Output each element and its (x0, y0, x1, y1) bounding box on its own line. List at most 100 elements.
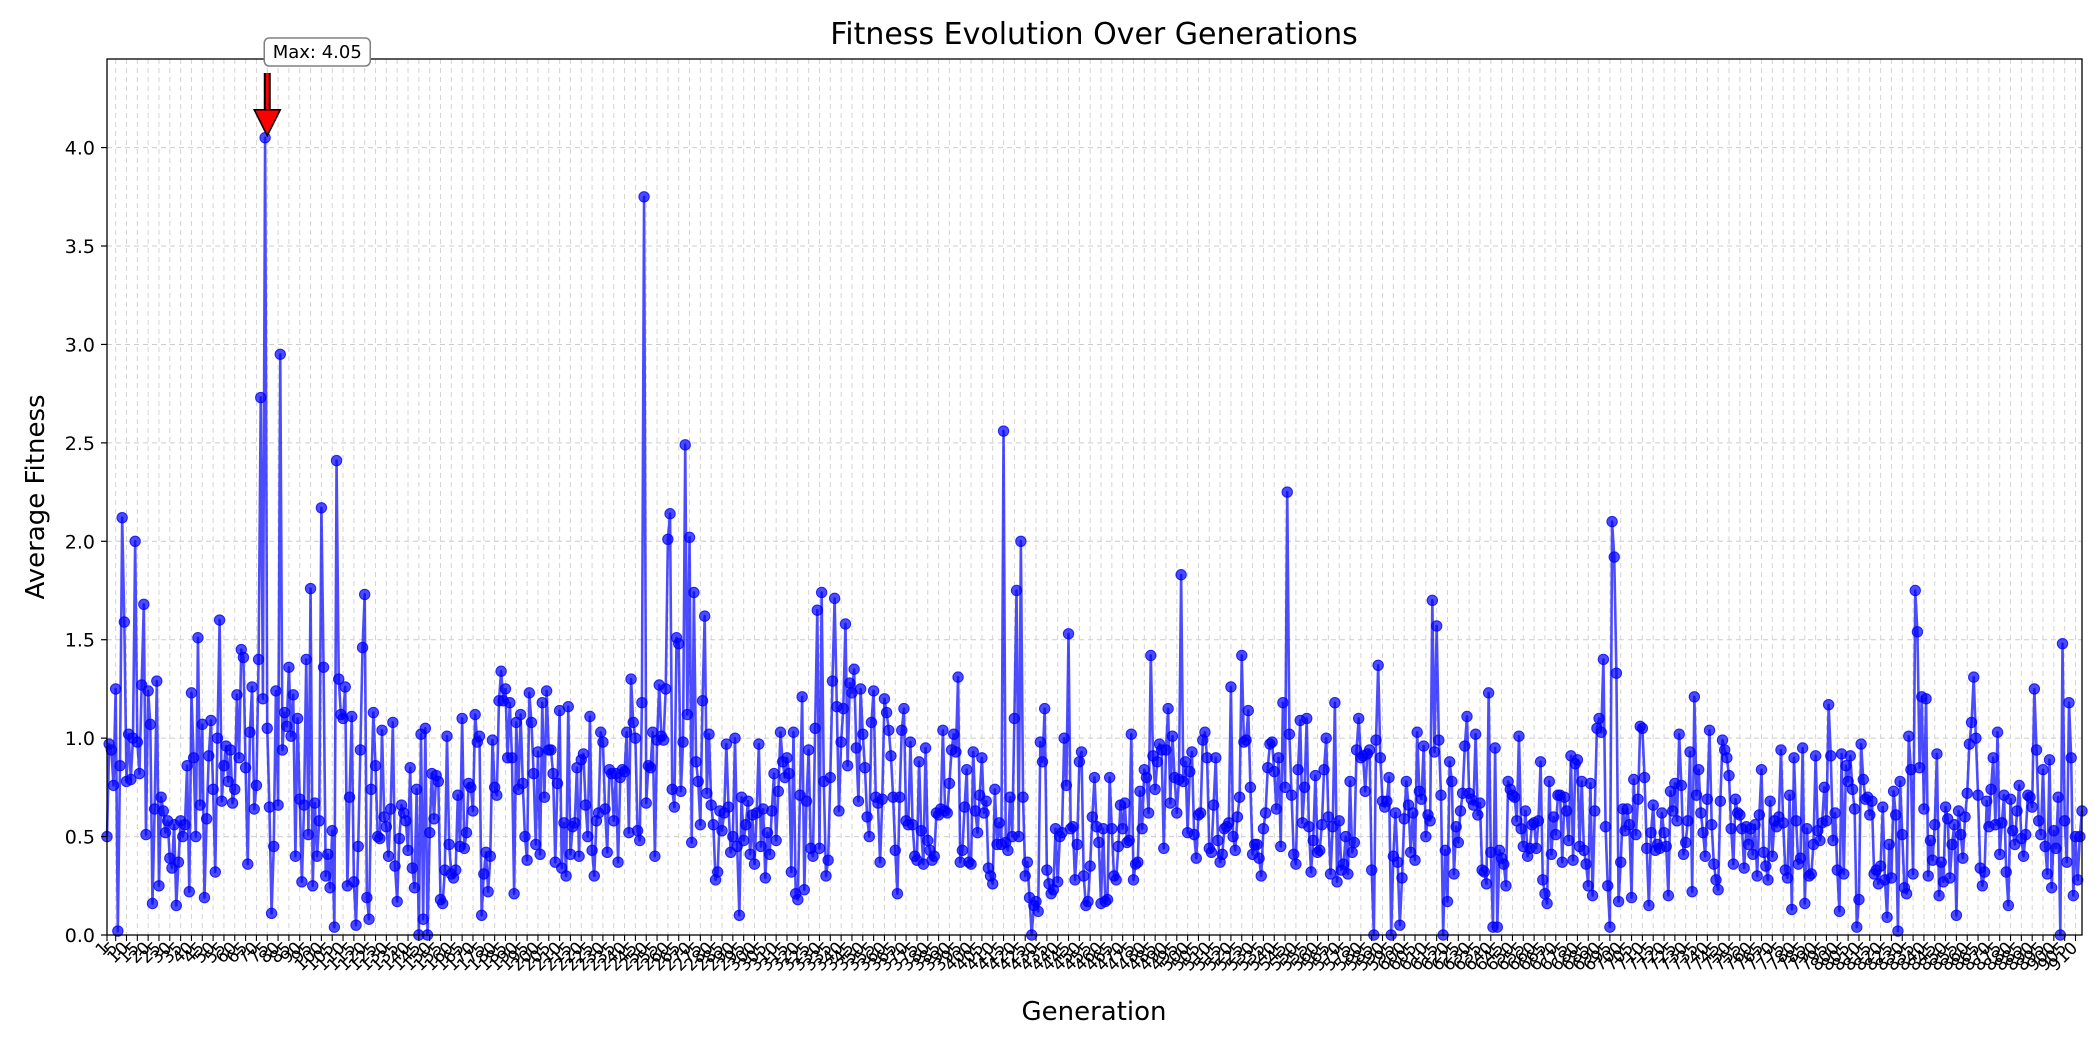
data-point (1324, 868, 1337, 880)
data-point (928, 850, 940, 862)
data-point (638, 191, 650, 203)
data-point (1508, 791, 1521, 803)
data-point (285, 730, 297, 742)
data-point (785, 866, 798, 878)
data-point (1697, 826, 1709, 839)
data-point (1363, 744, 1376, 756)
data-point (1874, 860, 1887, 872)
data-point (673, 637, 685, 650)
data-point (1643, 899, 1655, 912)
y-tick-label: 1.0 (65, 728, 95, 750)
data-point (729, 732, 741, 744)
data-point (1407, 807, 1419, 819)
data-point (699, 610, 711, 622)
data-point (768, 767, 780, 780)
data-point (242, 858, 254, 870)
data-point (268, 840, 280, 853)
data-point (1545, 848, 1558, 860)
data-point (1127, 874, 1140, 886)
data-point (1459, 740, 1471, 752)
data-point (577, 748, 590, 760)
data-point (1038, 702, 1051, 715)
data-point (1073, 756, 1086, 768)
data-point (1567, 854, 1579, 866)
data-point (2032, 815, 2045, 827)
data-point (560, 870, 572, 882)
data-point (1474, 797, 1486, 809)
data-point (2063, 697, 2075, 709)
data-point (1103, 771, 1116, 784)
data-point (1556, 856, 1568, 868)
data-point (320, 870, 332, 882)
data-point (601, 846, 613, 859)
data-point (1365, 864, 1378, 876)
data-point (608, 815, 620, 827)
y-axis-ticks: 0.0 0.5 1.0 1.5 2.0 2.5 3.0 3.5 4.0 (65, 138, 107, 947)
data-point (759, 872, 772, 884)
data-point (1636, 722, 1649, 734)
data-point (1786, 903, 1798, 916)
data-point (1002, 844, 1014, 857)
data-point (787, 726, 800, 738)
annotation-label: Max: 4.05 (273, 42, 362, 63)
data-point (1134, 785, 1146, 797)
data-point (460, 826, 473, 839)
data-point (192, 632, 204, 644)
data-point (1628, 773, 1640, 786)
data-point (1472, 809, 1484, 821)
data-point (1582, 880, 1594, 892)
data-point (484, 850, 497, 862)
data-point (989, 783, 1001, 796)
data-point (627, 716, 639, 729)
data-point (820, 870, 832, 882)
data-point (703, 728, 715, 740)
data-point (679, 439, 691, 451)
data-point (859, 761, 871, 774)
data-point (1985, 783, 1997, 796)
data-point (400, 815, 412, 827)
data-point (1489, 742, 1501, 754)
data-point (1227, 830, 1239, 843)
data-point (112, 925, 124, 937)
data-point (1716, 734, 1729, 746)
data-point (1814, 834, 1826, 847)
data-point (436, 897, 449, 910)
data-point (302, 828, 315, 841)
data-point (1420, 830, 1432, 843)
data-point (1013, 830, 1025, 843)
data-point (404, 761, 416, 774)
data-point (809, 722, 821, 734)
data-point (376, 724, 388, 736)
data-point (1110, 874, 1122, 886)
data-point (952, 671, 964, 683)
data-point (1589, 805, 1601, 817)
data-point (1417, 740, 1430, 752)
data-point (129, 535, 141, 547)
data-point (1692, 763, 1705, 776)
data-point (937, 724, 949, 736)
data-point (740, 819, 752, 831)
data-point (662, 533, 674, 546)
data-point (105, 744, 118, 756)
data-point (668, 801, 681, 813)
data-point (218, 760, 230, 772)
data-point (107, 779, 120, 792)
data-point (495, 665, 507, 677)
data-point (690, 756, 702, 768)
data-point (1911, 626, 1924, 638)
data-point (1478, 866, 1491, 878)
data-point (584, 710, 596, 723)
data-markers (101, 132, 2088, 941)
data-point (1231, 811, 1244, 823)
data-point (948, 728, 960, 740)
data-point (1424, 815, 1436, 827)
data-point (883, 724, 895, 736)
data-point (519, 830, 531, 843)
data-point (1353, 712, 1365, 725)
data-point (1491, 921, 1504, 933)
data-point (1682, 815, 1694, 827)
data-point (469, 708, 481, 721)
data-point (1298, 781, 1311, 794)
data-point (880, 706, 893, 719)
